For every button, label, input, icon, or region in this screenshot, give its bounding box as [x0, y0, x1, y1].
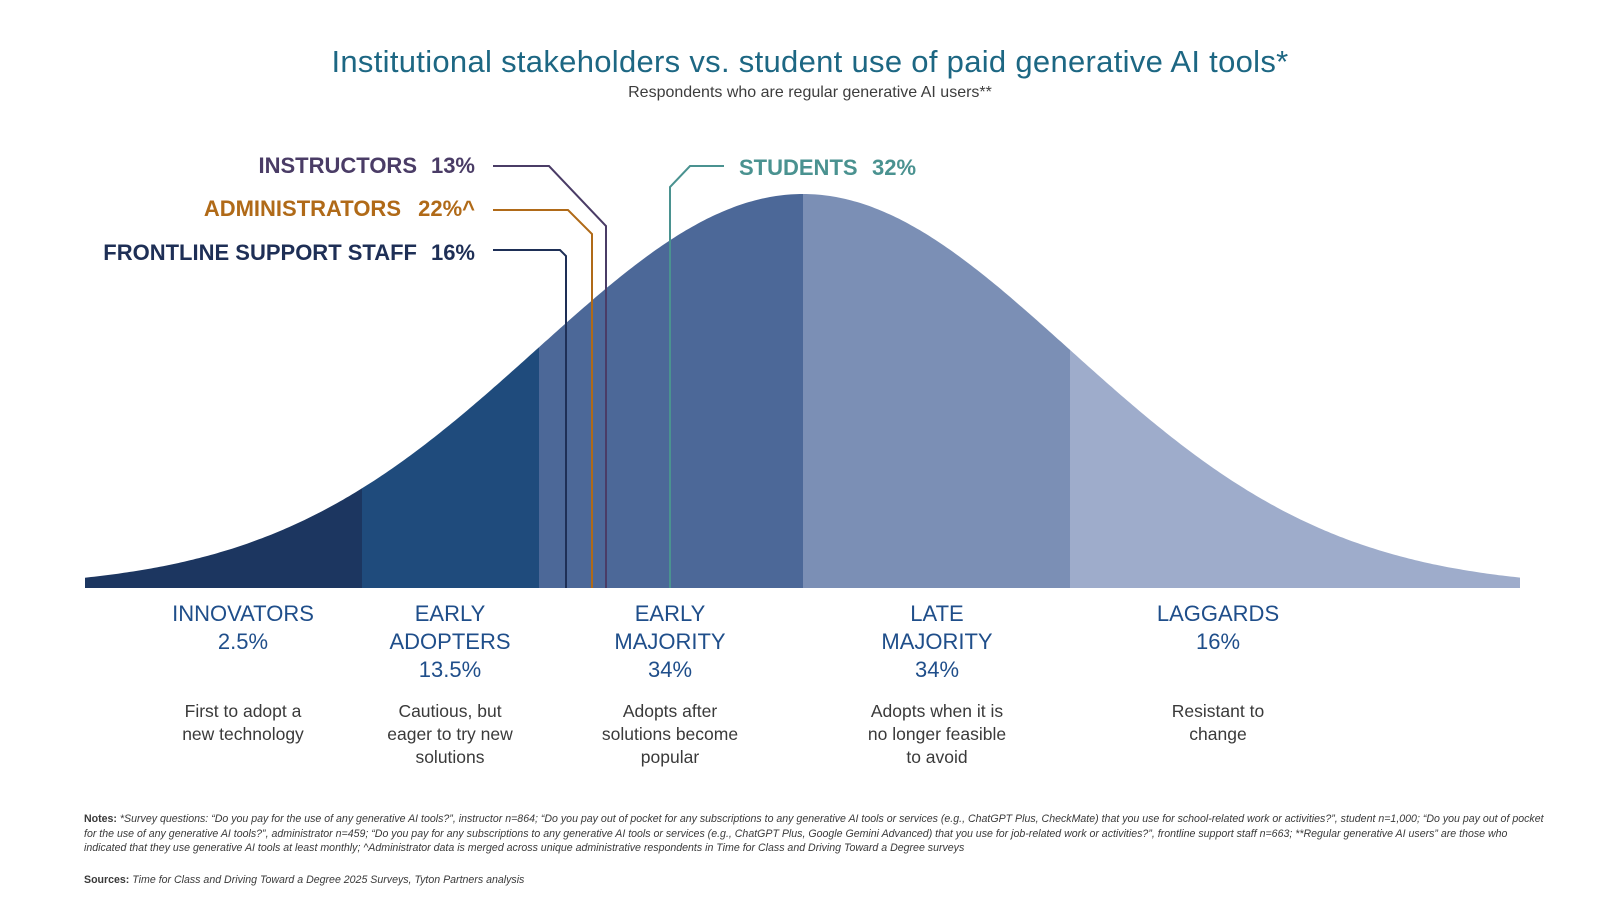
segment-description-laggards: Resistant to change [1128, 700, 1308, 746]
instructors-value: 13% [431, 153, 475, 178]
description-line: solutions become [601, 724, 739, 744]
description-line: no longer feasible [867, 724, 1007, 744]
curve-segment-innovators [85, 488, 362, 588]
students-value: 32% [872, 155, 916, 180]
segment-name-line2: ADOPTERS [389, 629, 511, 654]
frontline-label: FRONTLINE SUPPORT STAFF [103, 240, 417, 265]
description-line: eager to try new [387, 724, 513, 744]
administrators-label: ADMINISTRATORS [204, 196, 401, 221]
segment-name-line1: EARLY [414, 601, 486, 626]
segment-percent: 13.5% [418, 657, 482, 682]
segment-label-early-majority: EARLY MAJORITY 34% [560, 600, 780, 684]
segment-description-early-majority: Adopts after solutions become popular [580, 700, 760, 769]
curve-segment-late-majority [803, 194, 1070, 588]
segment-name: LAGGARDS [1156, 601, 1280, 626]
segment-name: INNOVATORS [172, 601, 314, 626]
segment-percent: 34% [914, 657, 960, 682]
segment-percent: 2.5% [217, 629, 269, 654]
notes-label: Notes: [84, 813, 117, 825]
segment-description-innovators: First to adopt a new technology [153, 700, 333, 746]
description-line: Resistant to [1171, 701, 1265, 721]
description-line: Cautious, but [398, 701, 502, 721]
curve-segment-laggards [1070, 349, 1520, 588]
adoption-curve-diagram: INSTRUCTORS 13% ADMINISTRATORS 22%^ FRON… [85, 153, 1520, 588]
segment-description-late-majority: Adopts when it is no longer feasible to … [847, 700, 1027, 769]
description-line: change [1189, 724, 1247, 744]
sources-label: Sources: [84, 874, 130, 886]
students-leader-line [669, 165, 724, 588]
segment-name-line2: MAJORITY [881, 629, 993, 654]
chart-subtitle: Respondents who are regular generative A… [628, 84, 992, 101]
frontline-leader-line [493, 249, 567, 588]
administrators-value: 22%^ [418, 196, 475, 221]
administrators-leader-line [493, 209, 593, 588]
segment-description-early-adopters: Cautious, but eager to try new solutions [360, 700, 540, 769]
segment-label-laggards: LAGGARDS 16% [1108, 600, 1328, 656]
instructors-label: INSTRUCTORS [259, 153, 418, 178]
segment-percent: 16% [1195, 629, 1241, 654]
segment-name-line1: EARLY [634, 601, 706, 626]
segment-label-late-majority: LATE MAJORITY 34% [827, 600, 1047, 684]
description-line: new technology [182, 724, 304, 744]
segment-name-line1: LATE [910, 601, 964, 626]
segment-label-innovators: INNOVATORS 2.5% [133, 600, 353, 656]
footnotes: Notes: *Survey questions: “Do you pay fo… [84, 812, 1544, 856]
segment-percent: 34% [647, 657, 693, 682]
notes-text: *Survey questions: “Do you pay for the u… [84, 813, 1544, 854]
frontline-value: 16% [431, 240, 475, 265]
sources-line: Sources: Time for Class and Driving Towa… [84, 874, 1544, 886]
chart-title: Institutional stakeholders vs. student u… [331, 44, 1289, 79]
segment-name-line2: MAJORITY [614, 629, 726, 654]
segment-label-early-adopters: EARLY ADOPTERS 13.5% [340, 600, 560, 684]
description-line: First to adopt a [184, 701, 302, 721]
description-line: Adopts after [622, 701, 718, 721]
students-label: STUDENTS [739, 155, 858, 180]
sources-text: Time for Class and Driving Toward a Degr… [132, 874, 525, 886]
description-line: to avoid [906, 747, 968, 767]
instructors-leader-line [493, 165, 607, 588]
description-line: Adopts when it is [870, 701, 1004, 721]
description-line: solutions [415, 747, 485, 767]
description-line: popular [640, 747, 700, 767]
curve-segment-early-adopters [362, 347, 539, 588]
